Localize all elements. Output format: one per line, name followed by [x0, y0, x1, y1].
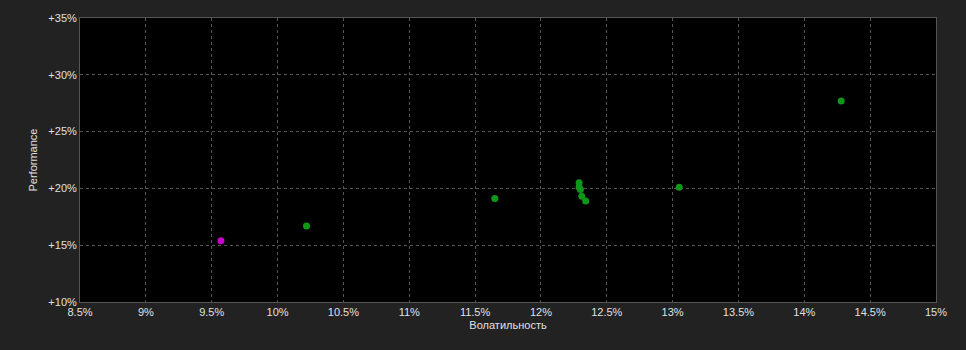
svg-text:+10%: +10% [48, 296, 77, 308]
svg-text:+20%: +20% [48, 182, 77, 194]
svg-text:+35%: +35% [48, 12, 77, 24]
svg-text:13%: 13% [662, 306, 684, 318]
svg-text:11.5%: 11.5% [460, 306, 491, 318]
svg-text:+30%: +30% [48, 69, 77, 81]
svg-text:14.5%: 14.5% [855, 306, 886, 318]
svg-text:12%: 12% [530, 306, 552, 318]
svg-text:12.5%: 12.5% [591, 306, 622, 318]
svg-text:Performance: Performance [27, 129, 39, 192]
svg-text:10.5%: 10.5% [328, 306, 359, 318]
svg-text:11%: 11% [399, 306, 420, 318]
svg-text:+15%: +15% [48, 239, 77, 251]
svg-text:9.5%: 9.5% [199, 306, 224, 318]
svg-text:15%: 15% [925, 306, 947, 318]
svg-text:Волатильность: Волатильность [469, 319, 547, 331]
svg-text:8.5%: 8.5% [67, 306, 92, 318]
svg-text:14%: 14% [793, 306, 815, 318]
svg-text:+25%: +25% [48, 125, 77, 137]
svg-text:9%: 9% [138, 306, 154, 318]
svg-text:13.5%: 13.5% [723, 306, 754, 318]
svg-text:10%: 10% [267, 306, 289, 318]
